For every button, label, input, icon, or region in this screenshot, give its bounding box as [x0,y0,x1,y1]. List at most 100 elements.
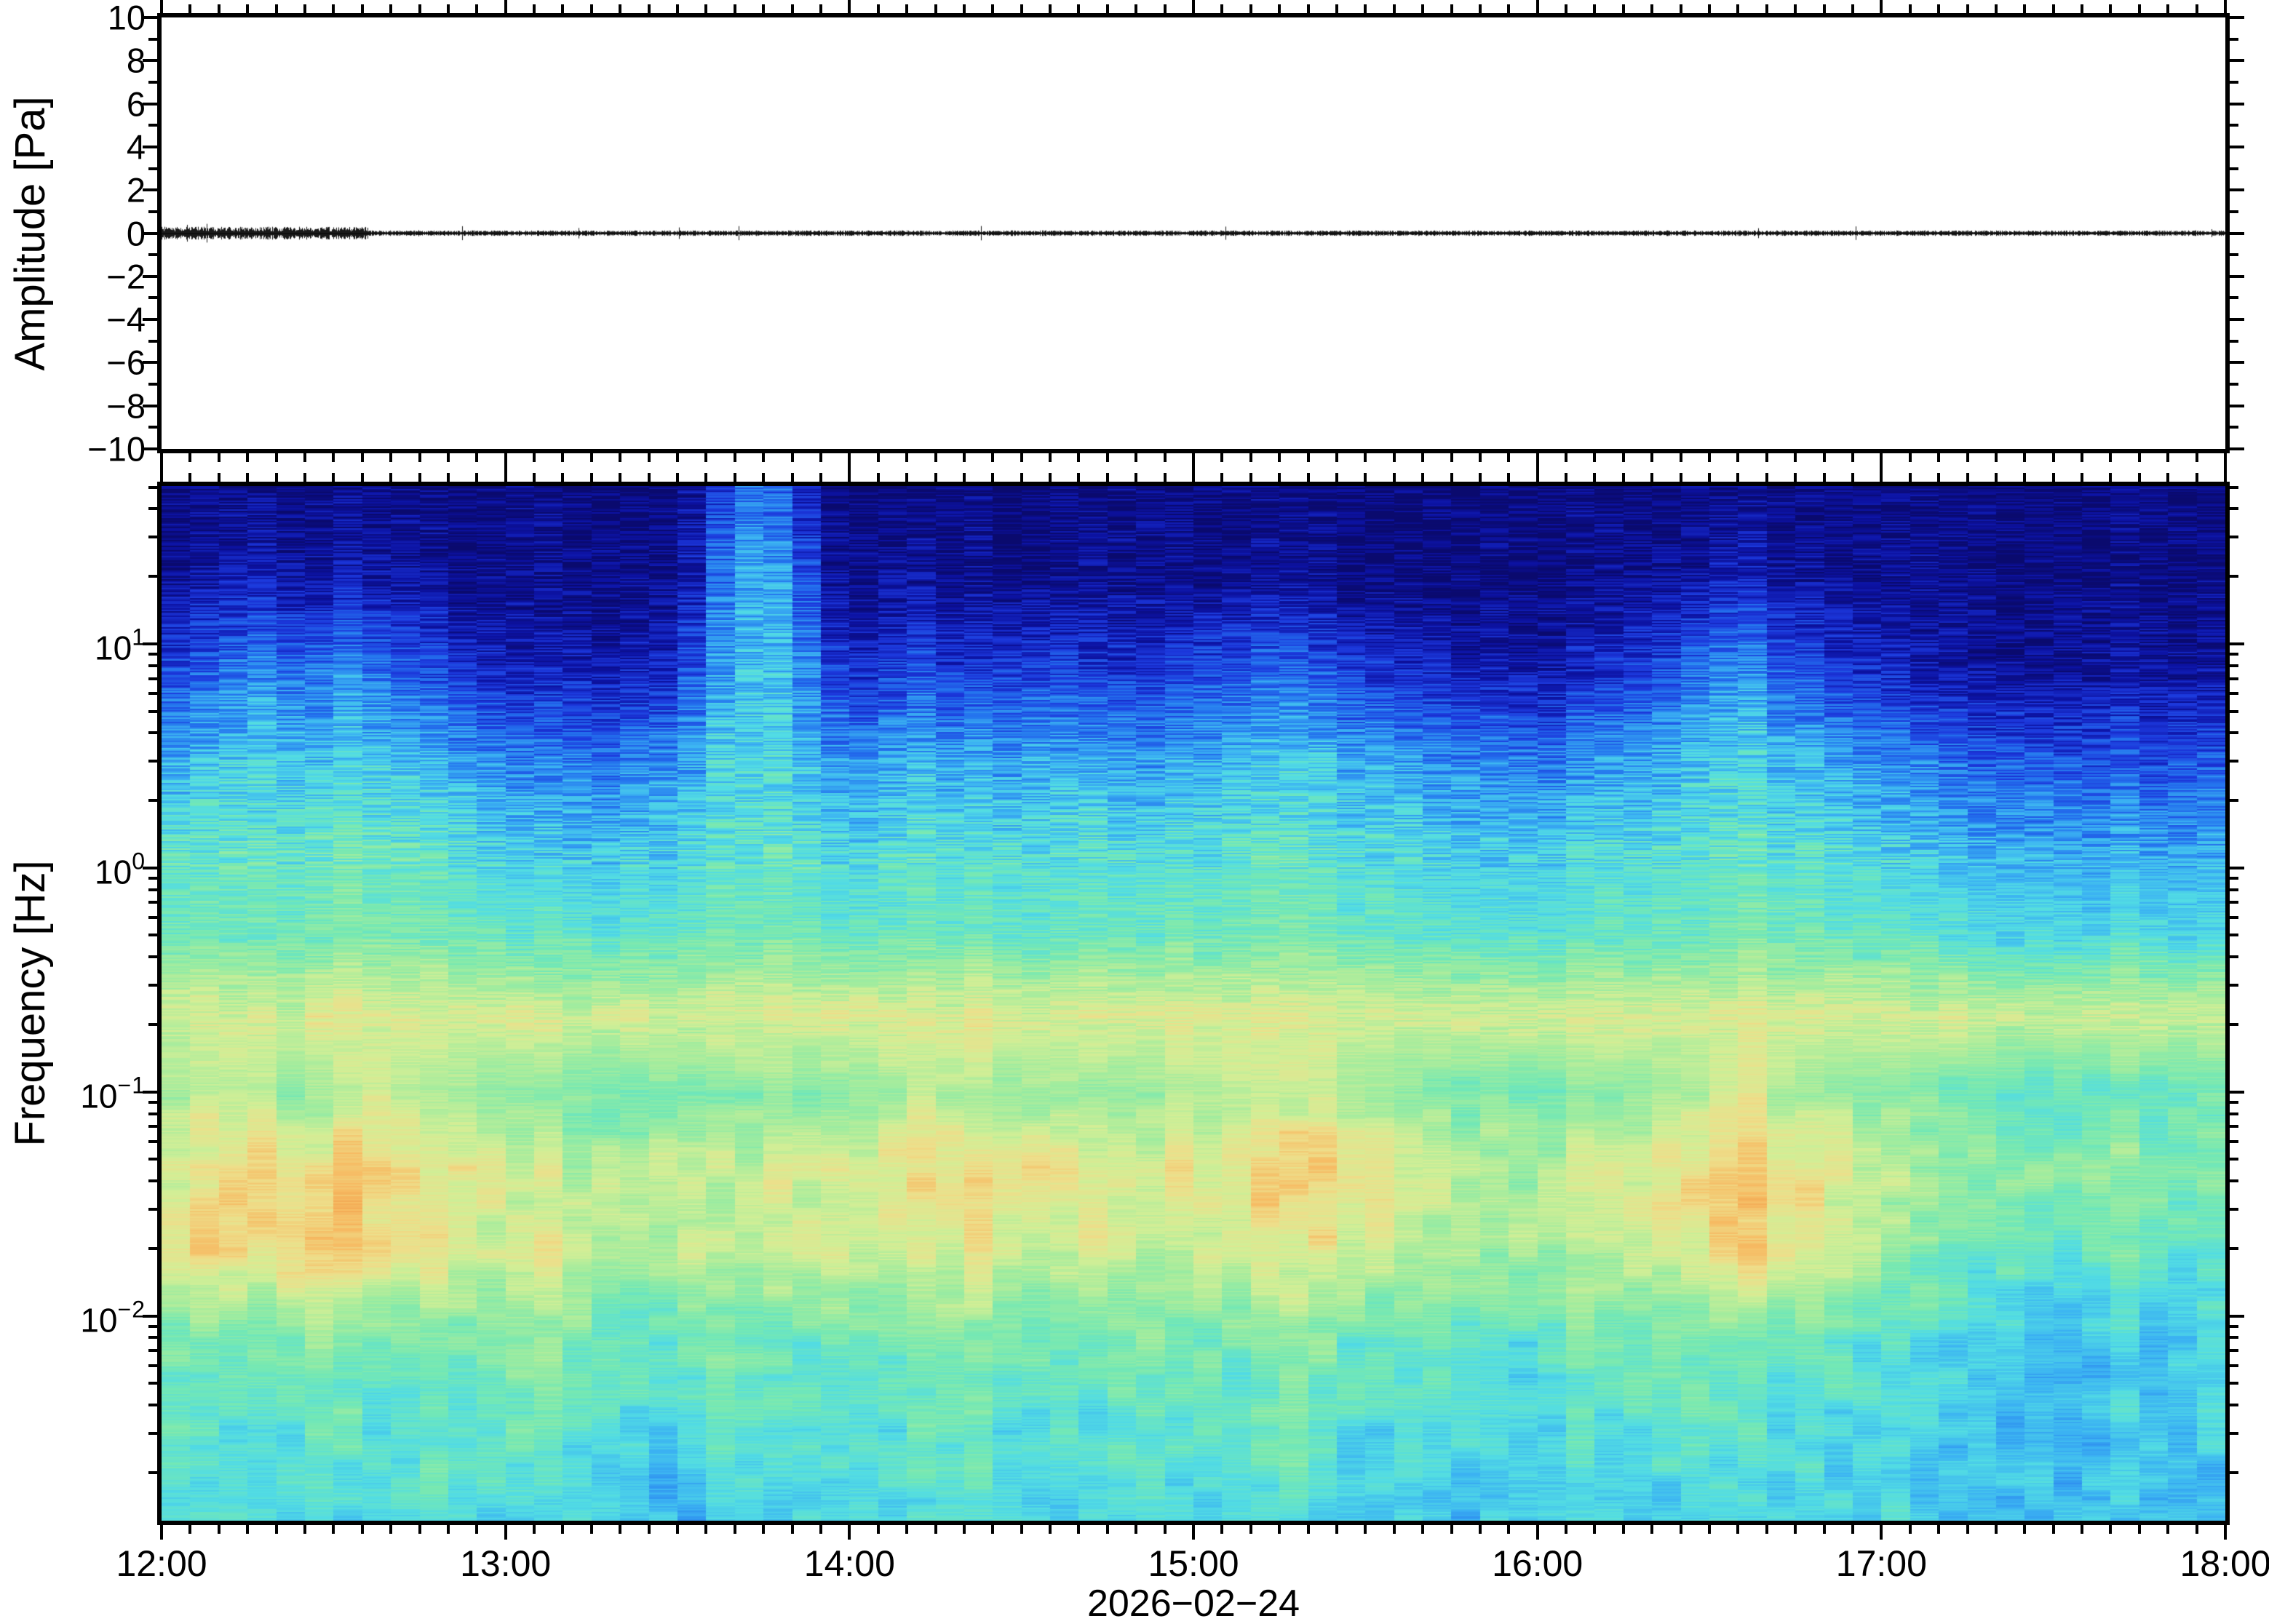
time-tick [590,4,593,13]
time-tick [991,4,994,13]
time-tick [1507,453,1510,462]
time-tick [2023,473,2026,482]
time-tick [389,453,392,462]
frequency-tick [2230,934,2238,936]
time-tick [1909,4,1912,13]
time-tick [1593,4,1596,13]
frequency-tick [2230,731,2238,734]
time-tick [2196,453,2198,462]
frequency-tick-label: 10−2 [80,1295,146,1340]
time-tick [1880,467,1883,482]
time-tick [1106,473,1109,482]
time-tick [303,453,306,462]
amplitude-tick [148,426,157,429]
time-tick [1765,4,1768,13]
frequency-tick [148,1247,157,1250]
time-tick [704,4,707,13]
time-tick [504,467,507,482]
time-tick [1880,453,1883,468]
time-tick-label: 16:00 [1492,1543,1583,1584]
amplitude-tick-label: 2 [126,170,146,210]
frequency-tick [148,1158,157,1161]
amplitude-tick [2230,296,2238,299]
frequency-tick [2230,486,2238,489]
frequency-tick-label: 10−1 [80,1072,146,1115]
time-tick [1220,473,1223,482]
frequency-tick [2230,1091,2244,1094]
time-tick [475,453,478,462]
time-tick [160,453,163,468]
amplitude-tick-label: −10 [87,429,146,469]
frequency-tick [148,536,157,538]
time-tick [275,1525,278,1534]
frequency-tick [2230,642,2244,645]
time-tick [905,473,908,482]
frequency-tick [148,507,157,510]
frequency-tick [148,888,157,891]
time-tick [1680,473,1682,482]
time-tick [1220,453,1223,462]
time-tick [619,4,621,13]
amplitude-tick [2230,167,2238,170]
amplitude-tick [2230,253,2238,256]
time-tick [1249,453,1252,462]
amplitude-tick [2230,124,2238,127]
time-tick [1937,1525,1940,1534]
time-tick [533,1525,536,1534]
time-tick [1966,473,1969,482]
time-tick [2081,1525,2083,1534]
time-tick [590,473,593,482]
frequency-tick [148,984,157,987]
time-tick [1106,453,1109,462]
frequency-tick [148,1125,157,1128]
frequency-tick [148,1382,157,1385]
time-tick [1851,1525,1854,1534]
time-tick [1765,1525,1768,1534]
frequency-tick [2230,888,2238,891]
frequency-tick [148,916,157,919]
time-tick [1164,4,1167,13]
amplitude-tick-label: 10 [107,0,146,37]
time-tick [2109,453,2112,462]
time-tick [1536,1525,1539,1540]
time-tick [1794,473,1797,482]
frequency-tick [148,664,157,667]
time-tick [791,453,794,462]
time-tick [2052,473,2055,482]
time-tick [2224,453,2227,468]
time-tick [648,473,651,482]
time-tick [1909,453,1912,462]
time-tick [1335,1525,1338,1534]
time-tick [1823,1525,1826,1534]
frequency-tick [148,1349,157,1352]
time-tick [1565,473,1567,482]
time-tick [1765,473,1768,482]
time-tick [218,1525,220,1534]
time-tick [1536,453,1539,468]
time-tick [648,4,651,13]
time-tick [1823,4,1826,13]
frequency-tick [2230,692,2238,695]
time-tick [1966,453,1969,462]
amplitude-tick [2230,426,2238,429]
time-tick [1421,473,1424,482]
time-tick [1450,1525,1453,1534]
time-tick [1450,4,1453,13]
frequency-tick [148,1336,157,1339]
time-tick [475,1525,478,1534]
amplitude-tick [148,167,157,170]
time-tick [1680,453,1682,462]
time-tick [2166,453,2169,462]
time-tick [2109,1525,2112,1534]
time-tick [1536,467,1539,482]
amplitude-tick [148,253,157,256]
time-tick [1593,1525,1596,1534]
amplitude-tick [2230,16,2244,19]
amplitude-tick [143,275,157,278]
time-tick [1249,473,1252,482]
time-tick [704,453,707,462]
frequency-tick [148,710,157,713]
time-tick [704,473,707,482]
amplitude-tick [2230,275,2244,278]
time-tick [1593,473,1596,482]
